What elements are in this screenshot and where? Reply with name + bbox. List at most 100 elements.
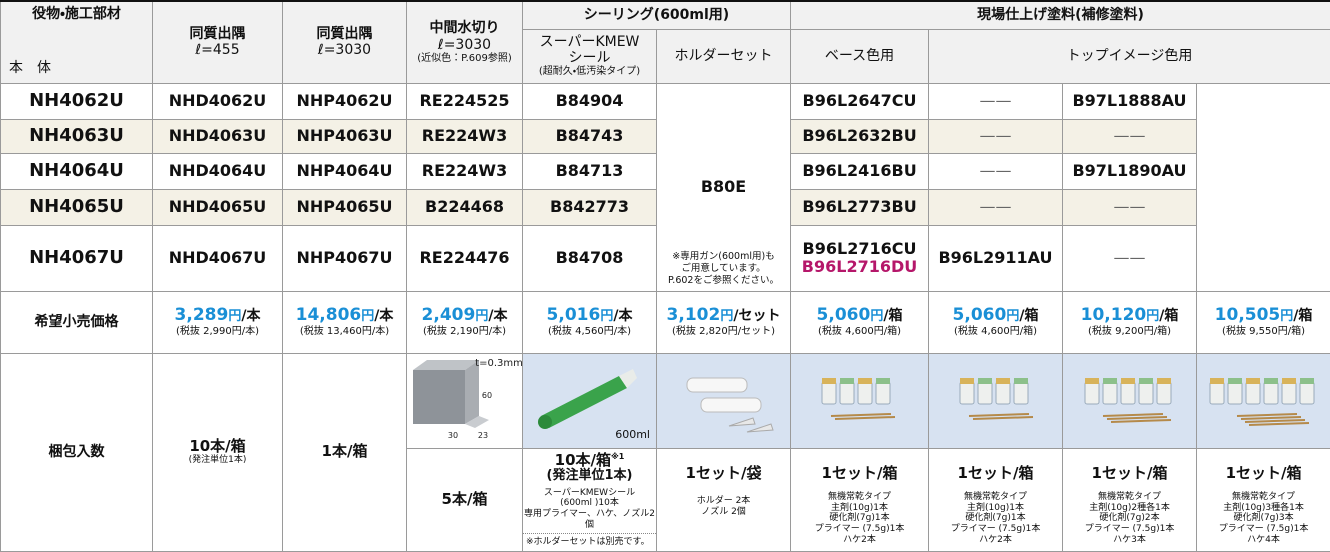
code-cell: B84904 [523,83,657,119]
illustration-shape [960,378,974,384]
illustration-shape [969,414,1029,416]
pack-qty: 1セット/箱 [1063,465,1196,482]
product-code: NH4064U [1,161,152,182]
price-line: 5,060円/箱 [929,306,1062,326]
product-code: NHP4062U [283,92,406,110]
product-code: NHD4064U [153,162,282,180]
price-yen: 円 [1146,309,1159,324]
price-line: 3,289円/本 [153,306,282,326]
illustration-shape [835,417,895,419]
pack-cell: 1セット/袋ホルダー 2本ノズル 2個 [657,448,791,551]
illustration-shape [538,415,552,429]
price-cell: 14,806円/本(税抜 13,460円/本) [283,291,407,353]
pack-cell: 5本/箱 [407,448,523,551]
product-code: NHD4063U [153,127,282,145]
code-cell: B97L1888AU [1063,83,1197,119]
illustration-shape [701,398,761,412]
illustration-shape [996,382,1010,404]
illustration-shape [1139,378,1153,384]
header-text: ベース色用 [791,48,928,64]
price-amount: 3,102 [667,305,721,325]
product-code: B84708 [523,249,656,267]
price-tax: (税抜 4,600円/箱) [929,326,1062,338]
illustration-shape [1111,420,1171,422]
product-image [929,354,1063,448]
illustration-shape [1210,378,1224,384]
code-cell: NH4065U [1,189,153,225]
contents-line: ノズル 2個 [657,507,790,518]
price-unit: /本 [374,308,393,324]
holder-cell: B80E※専用ガン(600ml用)もご用意しています。P.602をご参照ください… [657,83,791,291]
product-code: NH4062U [1,91,152,112]
price-yen: 円 [228,309,241,324]
header-cell: ベース色用 [791,29,929,83]
illustration-shape [858,382,872,404]
price-amount: 3,289 [175,305,229,325]
contents-line: 硬化剤(7g)1本 [791,513,928,524]
pack-qty: 1セット/箱 [1197,465,1330,482]
product-code: NHD4062U [153,92,282,110]
product-code: B84743 [523,127,656,145]
code-cell: NHP4064U [283,153,407,189]
code-cell: B96L2632BU [791,119,929,153]
price-unit: /箱 [1159,308,1178,324]
contents-line: ハケ2本 [791,535,928,546]
holder-note: ※専用ガン(600ml用)もご用意しています。P.602をご参照ください。 [657,251,790,287]
price-amount: 10,120 [1081,305,1147,325]
illustration-shape [413,370,465,424]
illustration-shape [960,382,974,404]
pack-contents: 無機常乾タイプ主剤(10g)3種各1本硬化剤(7g)3本プライマー (7.5g)… [1197,492,1330,546]
pack-qty: 5本/箱 [407,491,522,508]
price-cell: 5,060円/箱(税抜 4,600円/箱) [791,291,929,353]
contents-line: スーパーKMEWシール [523,488,656,499]
price-amount: 5,060 [953,305,1007,325]
price-yen: 円 [1280,309,1293,324]
code-cell: NHD4062U [153,83,283,119]
illustration-shape [1228,382,1242,404]
pack-contents: 無機常乾タイプ主剤(10g)1本硬化剤(7g)1本プライマー (7.5g)1本ハ… [791,492,928,546]
image-cell: 600ml [523,353,657,448]
illustration-shape [1264,382,1278,404]
header-text: ℓ=3030 [407,37,522,53]
contents-line: 無機常乾タイプ [791,492,928,503]
contents-line: ハケ3本 [1063,535,1196,546]
price-amount: 5,016 [547,305,601,325]
price-tax: (税抜 2,820円/セット) [657,326,790,338]
pack-qty-line: 10本/箱※1 [523,452,656,469]
price-unit: /箱 [1019,308,1038,324]
pack-cell: 1セット/箱無機常乾タイプ主剤(10g)2種各1本硬化剤(7g)2本プライマー … [1063,448,1197,551]
illustration-shape [831,414,891,416]
illustration-shape [978,382,992,404]
illustration-shape [840,378,854,384]
illustration-shape [1264,378,1278,384]
pack-qty: 10本/箱 [153,438,282,455]
code-cell: B84708 [523,225,657,291]
illustration-shape [1103,378,1117,384]
illustration-shape [996,378,1010,384]
product-image [657,354,791,448]
code-cell: B224468 [407,189,523,225]
price-line: 10,120円/箱 [1063,306,1196,326]
image-cell [1197,353,1330,448]
price-unit: /本 [613,308,632,324]
image-cell [929,353,1063,448]
illustration-shape [973,417,1033,419]
header-text: 本 体 [9,60,51,76]
price-line: 5,016円/本 [523,306,656,326]
product-code: B224468 [407,198,522,216]
code-cell: RE224476 [407,225,523,291]
header-text: ℓ=455 [153,42,282,58]
product-image [791,354,925,448]
price-unit: /本 [241,308,260,324]
product-code: —— [929,162,1062,180]
illustration-shape [876,382,890,404]
illustration-shape [1282,378,1296,384]
product-code: NHP4065U [283,198,406,216]
illustration-shape [1210,382,1224,404]
price-cell: 3,102円/セット(税抜 2,820円/セット) [657,291,791,353]
illustration-shape [1249,423,1309,425]
row-label: 希望小売価格 [1,291,153,353]
illustration-shape [465,360,479,424]
